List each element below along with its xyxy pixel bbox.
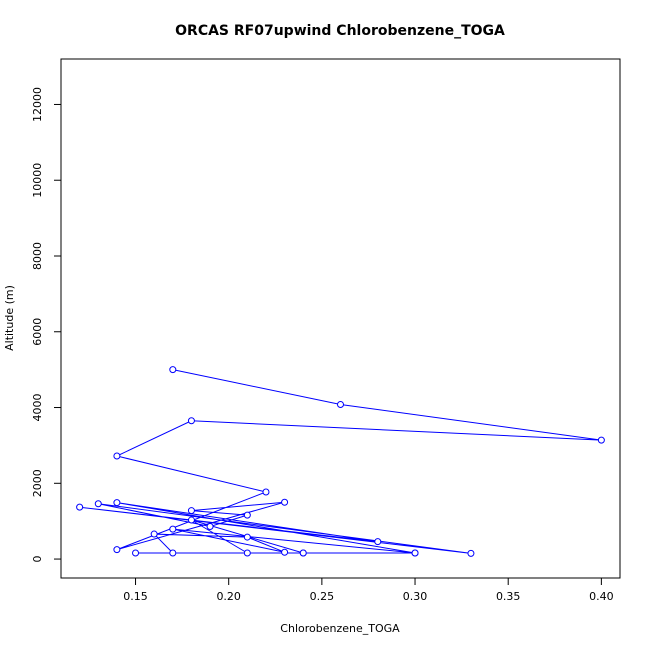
data-point xyxy=(113,546,121,554)
data-point xyxy=(243,549,251,557)
y-tick-label: 8000 xyxy=(31,242,44,270)
y-tick-label: 2000 xyxy=(31,469,44,497)
data-point xyxy=(206,522,214,530)
x-tick-label: 0.15 xyxy=(123,590,148,603)
x-axis-label: Chlorobenzene_TOGA xyxy=(280,622,400,635)
data-point xyxy=(411,549,419,557)
data-point xyxy=(169,525,177,533)
y-tick-label: 12000 xyxy=(31,87,44,122)
data-point xyxy=(467,549,475,557)
data-point xyxy=(281,498,289,506)
data-point xyxy=(597,436,605,444)
y-tick-label: 4000 xyxy=(31,394,44,422)
data-point xyxy=(132,549,140,557)
x-tick-label: 0.25 xyxy=(310,590,335,603)
x-axis: 0.15 0.20 0.25 0.30 0.35 0.40 xyxy=(123,577,614,603)
data-point xyxy=(94,500,102,508)
data-point xyxy=(243,533,251,541)
data-point xyxy=(187,507,195,515)
data-point xyxy=(113,499,121,507)
series-layer xyxy=(76,366,605,557)
data-point xyxy=(262,488,270,496)
x-tick-label: 0.30 xyxy=(403,590,428,603)
data-point xyxy=(243,511,251,519)
y-tick-label: 0 xyxy=(31,556,44,563)
data-point xyxy=(169,366,177,374)
x-tick-label: 0.20 xyxy=(216,590,241,603)
chart-title: ORCAS RF07upwind Chlorobenzene_TOGA xyxy=(175,23,505,39)
x-tick-label: 0.35 xyxy=(496,590,521,603)
y-tick-label: 6000 xyxy=(31,318,44,346)
data-point xyxy=(187,516,195,524)
y-axis-label: Altitude (m) xyxy=(3,285,16,351)
data-point xyxy=(169,549,177,557)
data-point xyxy=(150,530,158,538)
series-line xyxy=(79,369,602,554)
y-tick-label: 10000 xyxy=(31,163,44,198)
y-axis: 0 2000 4000 6000 8000 10000 12000 xyxy=(31,87,62,563)
data-point xyxy=(187,417,195,425)
x-tick-label: 0.40 xyxy=(589,590,614,603)
data-point xyxy=(281,548,289,556)
data-point xyxy=(337,400,344,408)
data-point xyxy=(113,452,121,460)
data-point xyxy=(299,549,307,557)
data-point xyxy=(374,538,382,546)
data-point xyxy=(76,503,84,511)
